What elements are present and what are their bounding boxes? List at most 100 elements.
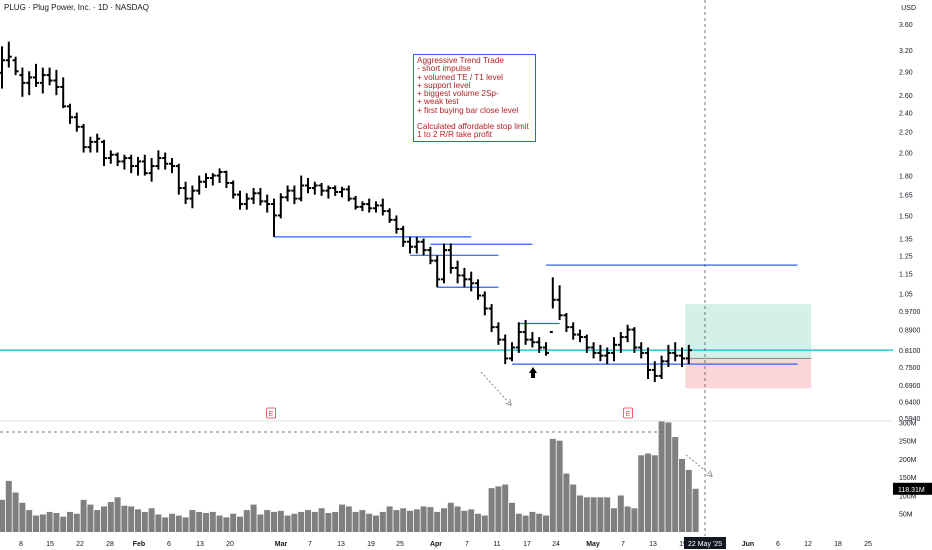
ohlc-bar xyxy=(549,277,556,334)
ohlc-bar xyxy=(413,236,420,254)
ohlc-bar xyxy=(577,329,583,343)
volume-bar xyxy=(570,484,577,532)
volume-bar xyxy=(39,514,46,532)
ohlc-bar xyxy=(332,185,339,196)
ohlc-bar xyxy=(563,313,570,333)
time-tick-label: 7 xyxy=(465,541,469,548)
ohlc-bar xyxy=(169,158,175,174)
ohlc-bar xyxy=(53,69,60,96)
trend-arrow xyxy=(480,371,511,405)
volume-bar xyxy=(454,506,461,532)
time-tick-label: 7 xyxy=(621,541,625,548)
price-tick-label: 0.5940 xyxy=(899,416,921,423)
ohlc-bar xyxy=(203,173,209,189)
volume-bar xyxy=(536,513,543,532)
ohlc-bar xyxy=(638,342,645,359)
ohlc-bar xyxy=(454,260,461,284)
volume-bar xyxy=(128,506,135,532)
price-tick-label: 0.9700 xyxy=(899,309,921,316)
time-tick-label: 18 xyxy=(834,541,842,548)
ohlc-bar xyxy=(87,136,94,153)
ohlc-bar xyxy=(128,154,135,174)
current-volume-text: 118.31M xyxy=(898,487,925,494)
price-tick-label: 0.6900 xyxy=(899,383,921,390)
volume-bar xyxy=(189,510,196,532)
ohlc-bar xyxy=(148,158,155,182)
current-price-text: 0.8100 xyxy=(899,348,921,355)
volume-bar xyxy=(583,497,590,532)
ohlc-bar xyxy=(645,347,651,379)
ohlc-bar xyxy=(107,150,114,164)
price-tick-label: 1.65 xyxy=(899,193,913,200)
current-date-label: 22 May '25 xyxy=(684,537,726,549)
price-tick-label: 2.20 xyxy=(899,130,913,137)
volume-bar xyxy=(597,497,604,532)
ohlc-bar xyxy=(373,201,379,213)
ohlc-bar xyxy=(461,267,468,288)
earnings-label: E xyxy=(626,411,631,418)
volume-bar xyxy=(332,511,339,532)
time-tick-label: 13 xyxy=(337,541,345,548)
volume-bar xyxy=(679,458,685,532)
volume-bar xyxy=(5,480,12,532)
volume-bar xyxy=(277,510,284,532)
price-tick-label: 2.40 xyxy=(899,111,913,118)
volume-bar xyxy=(658,420,665,532)
earnings-marker-icon: E xyxy=(266,407,277,419)
current-volume-label: 118.31M xyxy=(893,482,932,495)
volume-bar xyxy=(543,515,549,532)
price-tick-label: 0.6400 xyxy=(899,400,921,407)
time-tick-label: Apr xyxy=(430,541,442,548)
earnings-box xyxy=(266,407,277,419)
ohlc-bar xyxy=(175,163,182,195)
volume-bar xyxy=(33,515,39,532)
volume-bar xyxy=(577,495,583,532)
ohlc-bar xyxy=(277,193,284,219)
volume-bar xyxy=(556,440,563,532)
price-tick-label: 2.90 xyxy=(899,69,913,76)
ohlc-bar xyxy=(570,322,577,340)
time-tick-label: 28 xyxy=(106,541,114,548)
volume-bar xyxy=(264,510,271,532)
ohlc-bar xyxy=(651,361,658,383)
volume-bar xyxy=(461,510,468,532)
volume-bar xyxy=(420,506,427,532)
ohlc-bar xyxy=(5,41,12,68)
volume-bar xyxy=(339,504,345,532)
volume-bar xyxy=(692,488,699,532)
current-date-bg xyxy=(684,537,726,549)
ohlc-bar xyxy=(101,139,107,167)
earnings-label: E xyxy=(269,411,274,418)
time-tick-label: 24 xyxy=(552,541,560,548)
ohlc-bar xyxy=(298,175,305,202)
volume-bar xyxy=(407,510,413,532)
ohlc-bar xyxy=(94,133,101,153)
time-tick-label: 22 xyxy=(76,541,84,548)
note-line: + first buying bar close level xyxy=(417,105,519,115)
ohlc-bar xyxy=(672,342,679,362)
target-zone xyxy=(685,304,812,359)
ohlc-bar xyxy=(26,71,33,96)
volume-bar xyxy=(257,514,264,532)
volume-bar xyxy=(291,513,298,532)
ohlc-bar xyxy=(665,344,672,368)
current-price-label: 0.8100 xyxy=(893,344,932,357)
ohlc-bar xyxy=(155,150,162,170)
ohlc-bar xyxy=(19,67,26,97)
volume-bar xyxy=(352,511,359,532)
volume-bar xyxy=(298,511,305,532)
volume-bar xyxy=(665,422,672,532)
volume-bar xyxy=(19,502,26,532)
strategy-note[interactable]: Aggressive Trend Trade - short impulse + v… xyxy=(413,54,536,142)
stop-zone xyxy=(685,358,812,389)
volume-bar xyxy=(373,515,379,532)
ohlc-bar xyxy=(209,173,216,186)
ohlc-bar xyxy=(291,185,298,205)
volume-bar xyxy=(73,513,80,532)
volume-bar xyxy=(175,515,182,532)
volume-bar xyxy=(12,492,19,532)
volume-bar xyxy=(311,511,318,532)
ohlc-bar xyxy=(597,344,604,362)
time-tick-label: 19 xyxy=(367,541,375,548)
